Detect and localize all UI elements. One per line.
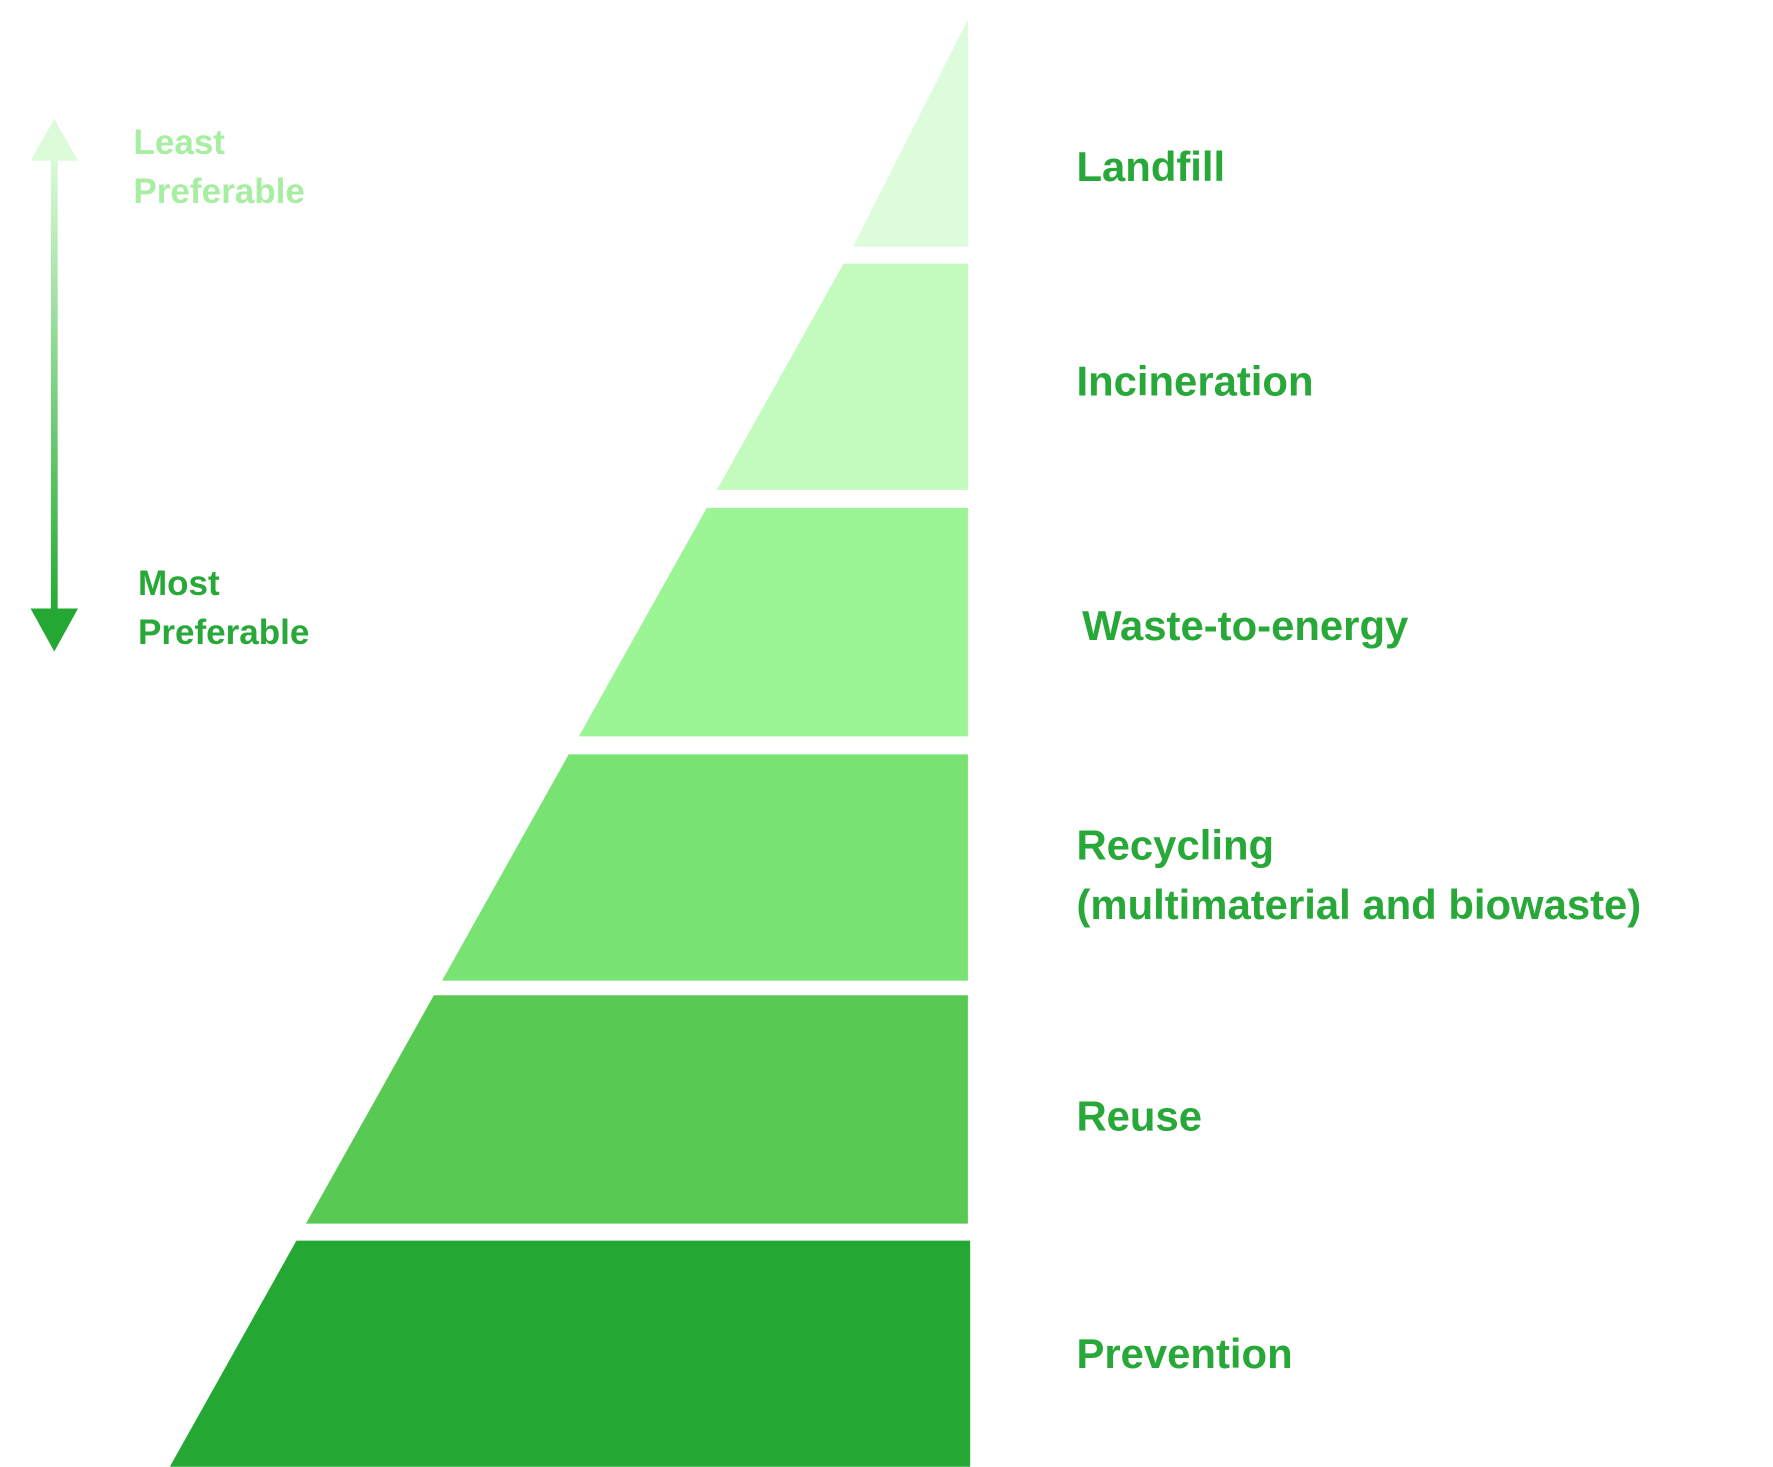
most-label: Preferable <box>138 613 309 652</box>
level-label: Prevention <box>1076 1330 1292 1377</box>
arrow-head-up <box>30 118 79 161</box>
pyramid-level <box>578 507 968 737</box>
level-label: (multimaterial and biowaste) <box>1076 881 1641 928</box>
arrow-head-down <box>30 608 79 652</box>
level-label: Waste-to-energy <box>1082 602 1409 649</box>
least-label: Preferable <box>133 172 304 211</box>
pyramid-level <box>305 995 968 1224</box>
level-label: Incineration <box>1076 358 1313 405</box>
level-label: Recycling <box>1076 821 1274 868</box>
pyramid-level <box>853 20 968 247</box>
preference-arrow <box>30 118 79 652</box>
least-label: Least <box>133 123 225 162</box>
pyramid-level <box>169 1240 971 1467</box>
pyramid: Landfill Incineration Waste-to-energy Recyc… <box>169 20 1641 1467</box>
level-label: Landfill <box>1076 143 1225 190</box>
most-label: Most <box>138 564 220 603</box>
pyramid-level <box>442 754 968 981</box>
arrow-shaft <box>50 152 58 617</box>
level-label: Reuse <box>1076 1093 1202 1140</box>
pyramid-level <box>716 263 968 490</box>
